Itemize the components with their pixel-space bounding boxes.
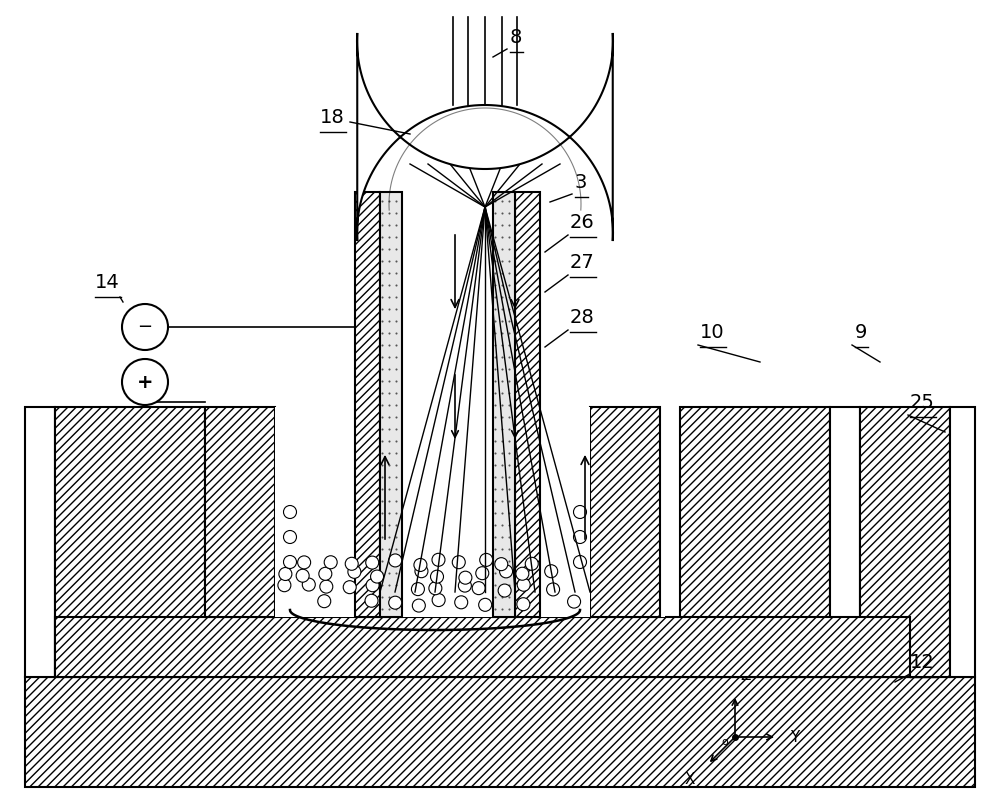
Circle shape (324, 556, 337, 569)
Bar (25, 407, 55, 677)
Circle shape (574, 531, 586, 543)
Text: +: + (137, 372, 153, 391)
Text: 18: 18 (320, 108, 345, 127)
Circle shape (415, 565, 428, 577)
Circle shape (365, 594, 378, 607)
Bar (950, 407, 975, 677)
Circle shape (320, 580, 333, 593)
Circle shape (371, 570, 384, 583)
Circle shape (302, 578, 315, 591)
Circle shape (472, 581, 485, 595)
Circle shape (432, 554, 445, 566)
Text: −: − (137, 318, 153, 336)
Circle shape (429, 582, 442, 595)
Circle shape (432, 593, 445, 607)
Text: 14: 14 (95, 273, 120, 292)
Circle shape (318, 595, 331, 607)
Text: 27: 27 (570, 253, 595, 272)
Text: Z: Z (740, 668, 750, 683)
Bar (275, 407, 590, 617)
Circle shape (284, 555, 296, 569)
Circle shape (458, 579, 471, 592)
Bar (25, 677, 975, 787)
Circle shape (343, 581, 356, 594)
Bar (205, 407, 665, 617)
Circle shape (574, 505, 586, 519)
Circle shape (517, 578, 530, 592)
Circle shape (414, 558, 427, 572)
Circle shape (296, 569, 309, 582)
Circle shape (459, 571, 472, 584)
Circle shape (366, 579, 379, 592)
Circle shape (122, 359, 168, 405)
Bar (515, 192, 540, 617)
Circle shape (366, 556, 379, 569)
Circle shape (545, 565, 558, 577)
Bar (493, 192, 515, 617)
Bar (860, 407, 950, 677)
Bar (680, 407, 830, 677)
Text: 26: 26 (570, 213, 595, 232)
Circle shape (479, 598, 492, 611)
Text: 9: 9 (855, 323, 867, 342)
Bar (205, 407, 275, 617)
Circle shape (452, 556, 465, 569)
Circle shape (389, 596, 402, 609)
Bar (55, 407, 205, 677)
Circle shape (480, 554, 493, 566)
Circle shape (348, 565, 361, 578)
Circle shape (345, 558, 358, 570)
Bar (380, 192, 402, 617)
Circle shape (495, 558, 508, 571)
Bar (830, 407, 860, 677)
Circle shape (498, 584, 511, 597)
Circle shape (574, 555, 586, 569)
Circle shape (319, 567, 332, 581)
Text: o: o (722, 737, 728, 747)
Circle shape (568, 595, 581, 608)
Bar (590, 407, 660, 617)
Circle shape (279, 568, 292, 581)
Bar (402, 192, 493, 617)
Circle shape (389, 554, 402, 567)
Circle shape (525, 558, 538, 570)
Text: 10: 10 (700, 323, 725, 342)
Text: 3: 3 (575, 173, 587, 192)
Circle shape (516, 567, 529, 581)
Circle shape (278, 579, 291, 592)
Circle shape (412, 599, 425, 612)
Circle shape (284, 531, 296, 543)
Text: 28: 28 (570, 308, 595, 327)
Text: Y: Y (790, 729, 799, 744)
Circle shape (500, 565, 513, 578)
Text: 12: 12 (910, 653, 935, 672)
Bar (355, 192, 380, 617)
Text: X: X (684, 772, 695, 787)
Circle shape (431, 570, 444, 583)
Circle shape (298, 556, 311, 569)
Circle shape (284, 505, 296, 519)
Circle shape (411, 583, 424, 596)
Circle shape (517, 598, 530, 611)
Text: 25: 25 (910, 393, 935, 412)
Text: 8: 8 (510, 28, 522, 47)
Circle shape (476, 567, 489, 580)
Circle shape (455, 596, 468, 609)
Circle shape (547, 583, 560, 596)
Bar (55, 617, 910, 677)
Circle shape (122, 304, 168, 350)
Polygon shape (357, 33, 613, 241)
